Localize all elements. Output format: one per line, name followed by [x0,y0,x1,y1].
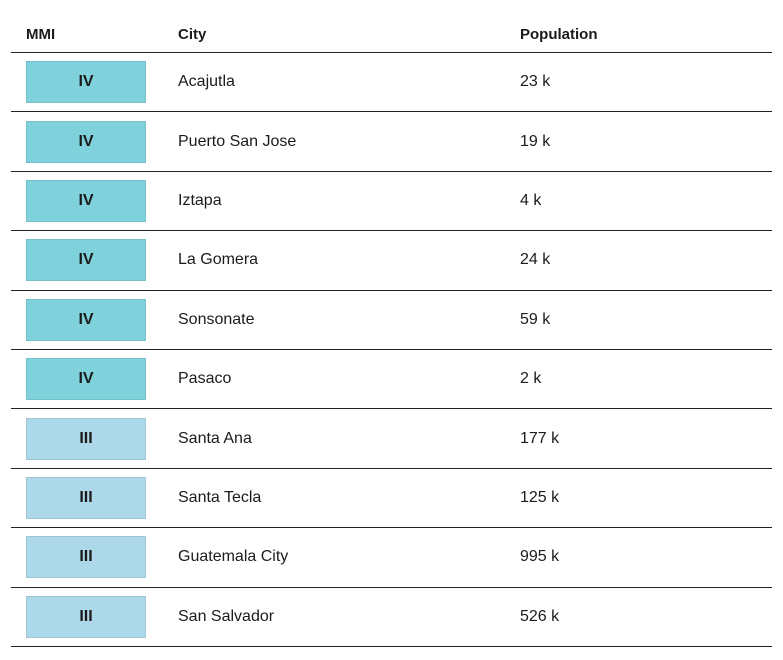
city-name: San Salvador [178,607,275,625]
city-name: Sonsonate [178,310,255,328]
population-value: 4 k [520,191,542,209]
population-value: 59 k [520,310,551,328]
mmi-cell: IV [11,358,178,401]
table-row: III Guatemala City 995 k [11,528,772,588]
header-mmi: MMI [26,25,56,43]
mmi-badge: IV [26,120,146,163]
population-value: 995 k [520,548,560,566]
table-row: IV Pasaco 2 k [11,350,772,410]
mmi-cell: IV [11,61,178,104]
mmi-badge: IV [26,239,146,282]
mmi-cell: IV [11,239,178,282]
city-name: Pasaco [178,370,232,388]
mmi-badge: III [26,536,146,579]
table-row: IV La Gomera 24 k [11,231,772,291]
population-value: 2 k [520,370,542,388]
table-row: III Santa Ana 177 k [11,409,772,469]
mmi-badge: III [26,476,146,519]
table-row: IV Acajutla 23 k [11,53,772,113]
mmi-badge: IV [26,61,146,104]
mmi-badge: IV [26,179,146,222]
mmi-badge: III [26,417,146,460]
mmi-badge: IV [26,358,146,401]
population-value: 24 k [520,251,551,269]
city-name: Puerto San Jose [178,132,297,150]
mmi-cell: III [11,476,178,519]
mmi-cell: IV [11,298,178,341]
mmi-cell: III [11,595,178,638]
city-name: Guatemala City [178,548,289,566]
population-exposure-table: MMI City Population IV Acajutla 23 k IV … [11,16,772,647]
city-name: La Gomera [178,251,259,269]
city-name: Acajutla [178,73,235,91]
population-value: 177 k [520,429,560,447]
mmi-badge: IV [26,298,146,341]
mmi-cell: III [11,417,178,460]
city-name: Santa Ana [178,429,252,447]
table-header-row: MMI City Population [11,16,772,53]
table-row: III San Salvador 526 k [11,588,772,647]
table-row: III Santa Tecla 125 k [11,469,772,529]
table-row: IV Sonsonate 59 k [11,291,772,350]
city-name: Iztapa [178,191,222,209]
table-row: IV Iztapa 4 k [11,172,772,232]
mmi-cell: III [11,536,178,579]
population-value: 19 k [520,132,551,150]
city-name: Santa Tecla [178,488,262,506]
table-row: IV Puerto San Jose 19 k [11,112,772,172]
mmi-cell: IV [11,179,178,222]
population-value: 526 k [520,607,560,625]
header-city: City [178,25,207,43]
population-value: 23 k [520,73,551,91]
population-value: 125 k [520,488,560,506]
mmi-cell: IV [11,120,178,163]
mmi-badge: III [26,595,146,638]
header-population: Population [520,25,598,43]
